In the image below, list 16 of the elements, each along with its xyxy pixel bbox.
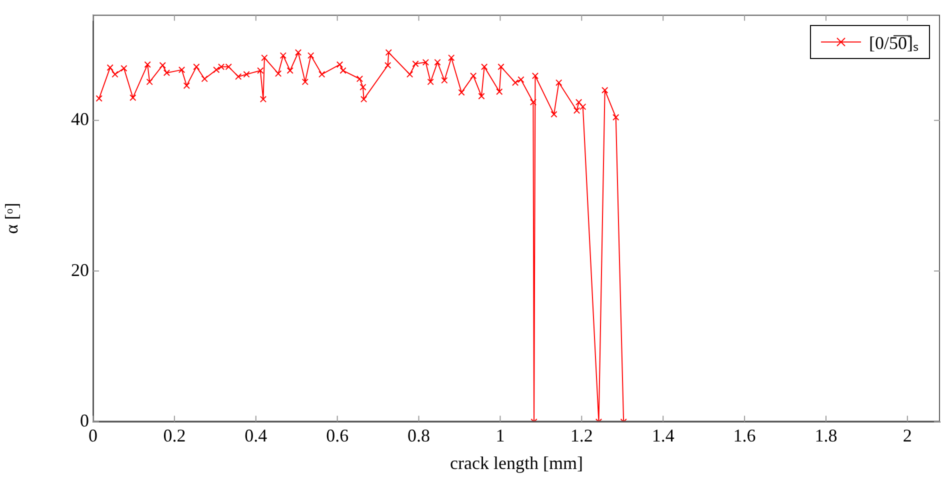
x-tick-label: 0.4 <box>244 425 268 446</box>
x-tick-label: 0.2 <box>163 425 186 446</box>
x-tick-label: 1.4 <box>652 425 674 446</box>
legend-label: [0/5̅0̅]ₛ <box>869 32 919 54</box>
y-tick-label: 20 <box>71 260 89 280</box>
y-axis-title: α [ᵒ] <box>2 202 22 234</box>
x-tick-label: 0.8 <box>408 425 430 446</box>
x-axis-title: crack length [mm] <box>450 452 583 473</box>
x-tick-label: 1.2 <box>570 425 593 446</box>
y-tick-label: 0 <box>80 410 89 431</box>
x-tick-label: 1.8 <box>814 425 838 446</box>
x-tick-label: 2 <box>902 425 912 446</box>
y-tick-label: 40 <box>71 109 89 130</box>
x-tick-label: 1 <box>496 425 505 446</box>
x-tick-label: 1.6 <box>733 425 756 446</box>
x-tick-label: 0.6 <box>326 425 349 446</box>
